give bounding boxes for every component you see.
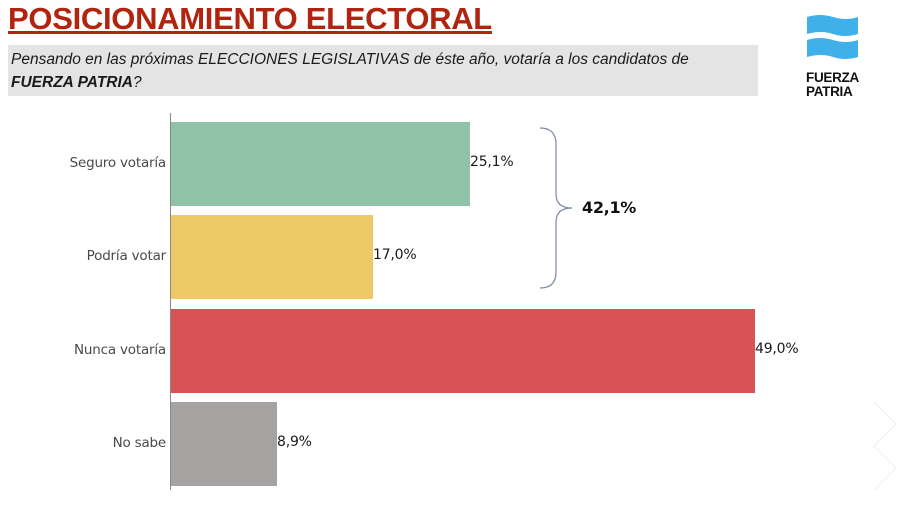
value-label: 8,9% [277, 434, 312, 450]
value-label: 17,0% [373, 247, 417, 263]
question-mark: ? [132, 74, 142, 91]
question-box [8, 45, 758, 96]
bar-no-sabe [171, 402, 277, 486]
logo-line-1: FUERZA [806, 70, 859, 85]
bar-podr-a-votar [171, 215, 373, 299]
question-party-name: FUERZA PATRIA [11, 74, 133, 91]
survey-question: Pensando en las próximas ELECCIONES LEGI… [11, 48, 751, 94]
category-label: Nunca votaría [74, 342, 166, 358]
bar-seguro-votar-a [171, 122, 470, 206]
category-label: Seguro votaría [69, 155, 167, 171]
logo-line-2: PATRIA [806, 84, 853, 99]
flag-stripes-icon [807, 15, 858, 59]
combined-total-label: 42,1% [582, 198, 637, 217]
y-axis-line [170, 113, 171, 490]
decorative-chevron-icon [872, 401, 898, 491]
fuerza-patria-logo [800, 10, 870, 105]
category-label: No sabe [112, 435, 167, 451]
category-label: Podría votar [86, 248, 167, 264]
value-label: 25,1% [470, 154, 514, 170]
page-title: POSICIONAMIENTO ELECTORAL [8, 1, 492, 36]
bar-nunca-votar-a [171, 309, 755, 393]
value-label: 49,0% [755, 341, 799, 357]
question-text: Pensando en las próximas ELECCIONES LEGI… [11, 51, 689, 68]
logo-wordmark: FUERZA PATRIA [806, 71, 859, 99]
curly-brace-icon [539, 127, 573, 289]
